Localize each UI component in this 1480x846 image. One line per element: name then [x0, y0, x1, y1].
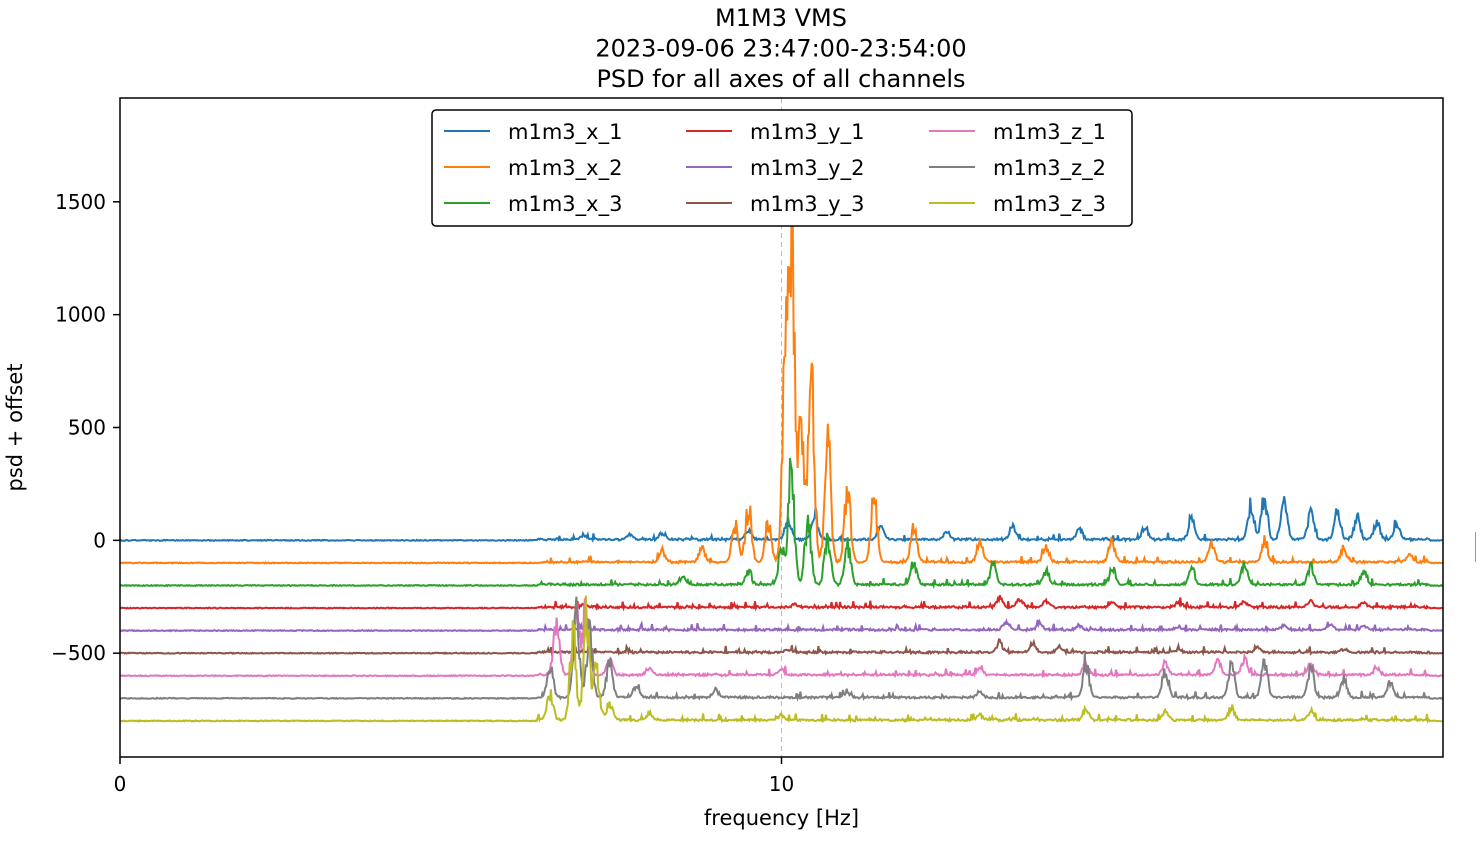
series-line-m1m3_y_1	[120, 595, 1443, 612]
legend-label: m1m3_z_2	[993, 156, 1106, 181]
series-line-m1m3_x_3	[120, 457, 1443, 590]
legend-label: m1m3_x_1	[508, 120, 622, 145]
scrollbar-fragment	[1475, 532, 1476, 562]
series-line-m1m3_y_3	[120, 638, 1443, 657]
legend: m1m3_x_1 m1m3_x_2 m1m3_x_3 m1m3_y_1 m1m3_y_2…	[431, 109, 1133, 227]
series-line-m1m3_x_1	[120, 496, 1443, 544]
x-tick-label: 10	[769, 772, 794, 796]
chart-title-line: PSD for all axes of all channels	[596, 65, 965, 93]
y-tick-label: 1500	[55, 190, 106, 214]
chart-title-line: 2023-09-06 23:47:00-23:54:00	[595, 35, 966, 63]
y-tick-label: 0	[93, 528, 106, 552]
series-lines	[120, 148, 1443, 725]
legend-label: m1m3_z_3	[993, 192, 1106, 217]
legend-label: m1m3_y_2	[750, 156, 864, 181]
legend-label: m1m3_y_3	[750, 192, 864, 217]
legend-label: m1m3_x_3	[508, 192, 622, 217]
legend-label: m1m3_x_2	[508, 156, 622, 181]
y-tick-label: 1000	[55, 303, 106, 327]
legend-box	[431, 109, 1133, 227]
x-tick-label: 0	[114, 772, 127, 796]
series-line-m1m3_z_2	[120, 596, 1443, 702]
legend-label: m1m3_z_1	[993, 120, 1106, 145]
series-line-m1m3_x_2	[120, 148, 1443, 566]
y-axis-label: psd + offset	[3, 364, 27, 492]
series-line-m1m3_z_1	[120, 597, 1443, 679]
y-tick-label: 500	[68, 416, 106, 440]
x-axis-label: frequency [Hz]	[704, 806, 859, 830]
chart-title: M1M3 VMS 2023-09-06 23:47:00-23:54:00PSD …	[595, 4, 966, 93]
x-axis-ticks: 0 10	[114, 757, 794, 796]
series-line-m1m3_z_3	[120, 595, 1443, 725]
series-line-m1m3_y_2	[120, 617, 1443, 634]
y-tick-label: −500	[51, 641, 106, 665]
chart-title-line: M1M3 VMS	[715, 4, 847, 32]
y-axis-ticks: 1500 1000 500 0 −500	[51, 190, 120, 665]
legend-label: m1m3_y_1	[750, 120, 864, 145]
